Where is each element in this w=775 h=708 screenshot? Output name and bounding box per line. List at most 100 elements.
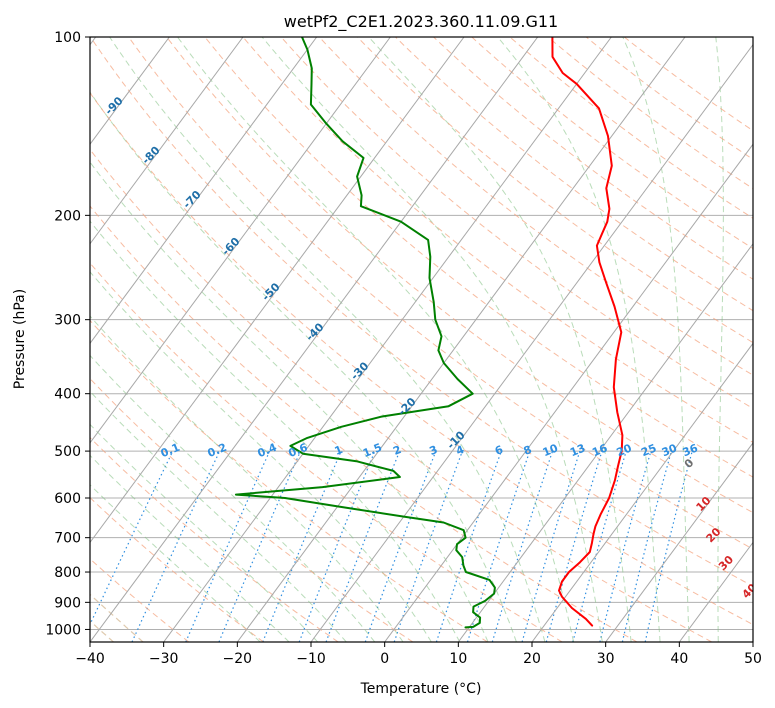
- mixing-ratio-line: [131, 450, 221, 642]
- isotherm-line: [310, 43, 753, 642]
- moist-adiabat: [90, 315, 404, 642]
- dry-adiabat: [90, 148, 712, 642]
- moist-adiabat: [90, 161, 489, 642]
- mixing-ratio-label: 1: [333, 443, 345, 458]
- profile-series: [234, 37, 624, 629]
- dry-adiabat: [90, 377, 414, 642]
- dewpoint-line: [234, 37, 496, 629]
- x-tick-label: 20: [523, 651, 541, 667]
- mixing-ratio-label: 10: [541, 441, 560, 459]
- mixing-ratio-line: [262, 450, 342, 642]
- isotherm-line: [90, 37, 318, 345]
- isotherm-line: [90, 37, 465, 544]
- mixing-ratio-label: 20: [615, 441, 634, 459]
- y-tick-label: 400: [54, 387, 81, 403]
- moist-adiabat: [90, 354, 376, 642]
- x-tick-label: 50: [744, 651, 762, 667]
- isotherm-line: [90, 37, 391, 444]
- dry-adiabat: [318, 37, 753, 376]
- isotherm-line: [531, 342, 753, 642]
- x-tick-label: 40: [670, 651, 688, 667]
- mixing-ratio-line: [185, 450, 271, 642]
- y-tick-label: 700: [54, 531, 81, 547]
- moist-adiabat: [497, 37, 661, 642]
- moist-adiabat: [715, 37, 724, 642]
- dry-adiabat: [90, 319, 488, 642]
- isotherm-line: [605, 442, 753, 642]
- x-tick-label: 30: [597, 651, 615, 667]
- moist-adiabat: [109, 37, 546, 642]
- mixing-ratio-line: [466, 450, 531, 642]
- isotherm-line: [236, 37, 686, 642]
- dry-adiabat: [90, 262, 563, 642]
- dry-adiabats: [90, 37, 753, 642]
- mixing-ratio-label: 3: [428, 443, 440, 458]
- dry-adiabat: [90, 496, 264, 642]
- chart-title: wetPf2_C2E1.2023.360.11.09.G11: [284, 12, 558, 32]
- mixing-ratio-label: 13: [568, 442, 587, 460]
- dry-adiabat: [547, 37, 753, 190]
- mixing-ratio-label: 36: [681, 441, 700, 459]
- dry-adiabat: [204, 37, 753, 478]
- moist-adiabat: [90, 484, 261, 642]
- isotherm-line: [384, 143, 753, 642]
- x-axis-label: Temperature (°C): [360, 681, 482, 697]
- moist-adiabat: [261, 37, 603, 642]
- y-tick-label: 1000: [45, 622, 81, 638]
- isotherm-line: [457, 242, 753, 642]
- y-tick-label: 500: [54, 444, 81, 460]
- isotherm-line: [90, 37, 539, 642]
- x-tick-label: −30: [149, 651, 179, 667]
- mixing-ratio-line: [599, 450, 652, 642]
- x-tick-label: −20: [223, 651, 253, 667]
- mixing-ratio-line: [491, 450, 554, 642]
- dry-adiabat: [90, 205, 638, 642]
- y-tick-label: 900: [54, 595, 81, 611]
- y-tick-label: 300: [54, 313, 81, 329]
- x-tick-label: 0: [380, 651, 389, 667]
- y-axis: 100 200 300 400 500 600 700 800 900 1000: [45, 30, 90, 638]
- dry-adiabat: [242, 37, 753, 443]
- dry-adiabat: [128, 37, 753, 550]
- moist-adiabat: [90, 593, 144, 642]
- x-tick-label: −10: [296, 651, 326, 667]
- y-tick-label: 100: [54, 30, 81, 46]
- moist-adiabat: [90, 390, 347, 642]
- mixing-ratio-line: [644, 450, 693, 642]
- moist-adiabat: [90, 423, 319, 642]
- mixing-ratio-label: 16: [590, 441, 609, 459]
- mixing-ratio-line: [521, 450, 581, 642]
- mixing-ratio-label: 2: [391, 443, 403, 458]
- moist-adiabat: [90, 91, 517, 642]
- dry-adiabat: [166, 37, 753, 514]
- moist-adiabat: [90, 220, 461, 642]
- isotherm-line: [90, 37, 170, 146]
- mixing-ratio-line: [90, 450, 174, 626]
- y-tick-label: 600: [54, 491, 81, 507]
- moist-adiabat: [622, 37, 690, 642]
- mixing-ratio-label: 8: [522, 443, 534, 458]
- x-axis: −40 −30 −20 −10 0 10 20 30 40 50: [75, 642, 762, 667]
- dry-adiabat: [585, 37, 753, 161]
- dry-adiabat: [357, 37, 753, 344]
- mixing-ratio-line: [218, 450, 302, 642]
- moist-adiabat: [90, 454, 290, 642]
- mixing-ratio-line: [435, 450, 502, 642]
- isotherm-line: [90, 37, 244, 245]
- x-tick-label: −40: [75, 651, 105, 667]
- plot-frame: [89, 36, 754, 643]
- y-tick-label: 800: [54, 565, 81, 581]
- skewed-isotherms: [90, 37, 753, 642]
- isotherm-line: [163, 37, 612, 642]
- temperature-line: [551, 37, 624, 627]
- moist-adiabat: [90, 271, 432, 642]
- mixing-ratio-label: 30: [660, 441, 679, 459]
- y-axis-label: Pressure (hPa): [12, 289, 28, 389]
- x-tick-label: 10: [449, 651, 467, 667]
- dry-adiabat: [395, 37, 753, 312]
- mixing-ratio-line: [621, 450, 672, 642]
- mixing-ratio-label: 25: [639, 442, 658, 460]
- y-tick-label: 200: [54, 208, 81, 224]
